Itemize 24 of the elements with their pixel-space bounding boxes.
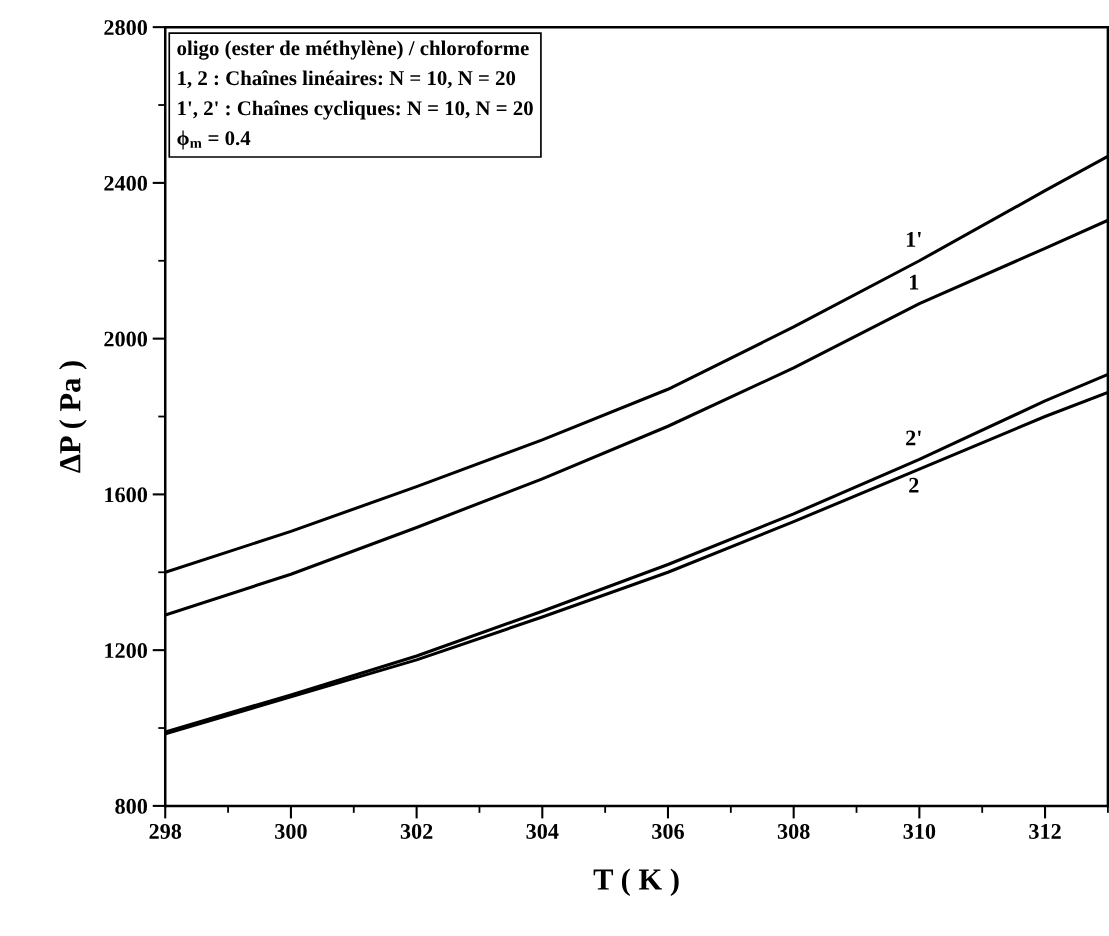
y-tick-label: 2400 [104,175,148,191]
x-axis-title: T ( K ) [593,868,679,897]
series-label: 2 [909,477,919,493]
annotation: ϕ$_{m}$ = 0.4 [177,130,251,150]
series-label: 1' [906,232,921,247]
series-label: 1 [910,274,919,290]
x-tick-label: 310 [903,823,936,839]
x-tick-label: 298 [149,823,182,839]
annotation: 1, 2 : Chaînes linéaires: N = 10, N = 20 [178,70,516,89]
x-tick-label: 306 [652,823,685,839]
x-tick-label: 304 [526,823,559,839]
y-tick-label: 1600 [105,487,148,503]
y-tick-label: 2800 [104,20,148,36]
series-label: 2' [906,430,921,446]
y-tick-label: 800 [115,798,148,814]
x-tick-label: 302 [400,823,433,839]
annotation: 1', 2' : Chaînes cycliques: N = 10, N = 20 [178,100,533,120]
y-tick-label: 1200 [105,643,148,659]
x-tick-label: 300 [275,823,307,839]
annotation: oligo (ester de méthylène) / chloroforme [177,40,529,60]
x-tick-label: 308 [777,823,810,839]
y-tick-label: 2000 [104,331,148,347]
y-axis-title: ΔP ( Pa ) [59,361,87,473]
x-tick-label: 312 [1029,823,1061,839]
